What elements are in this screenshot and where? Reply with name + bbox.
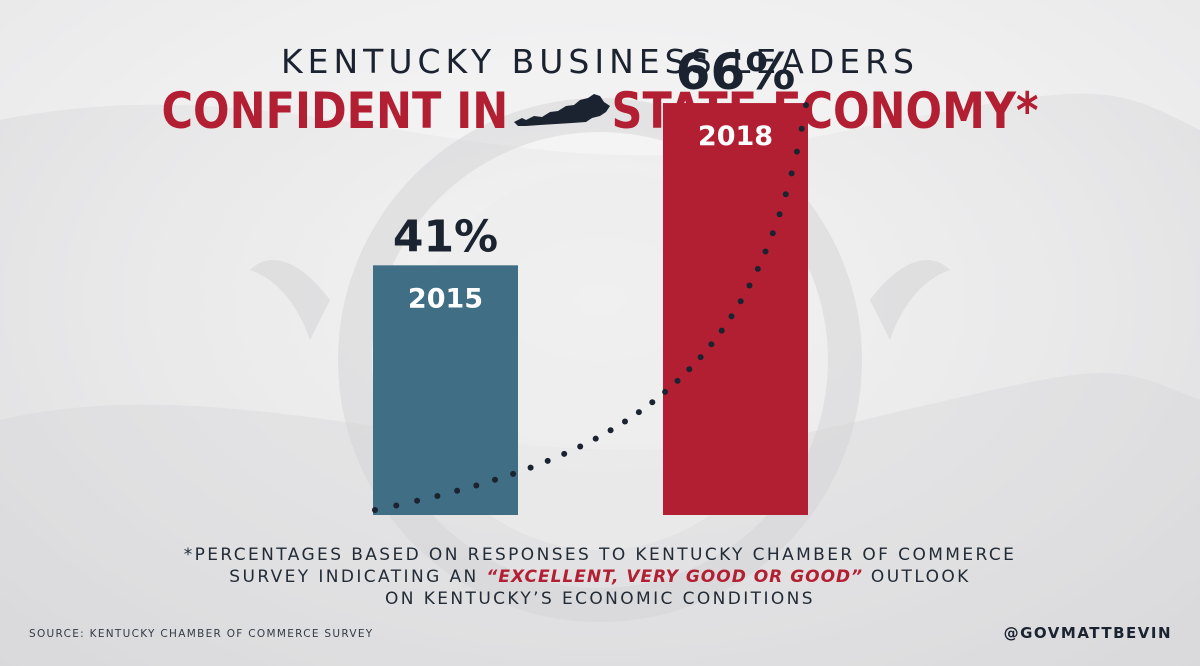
title-kentucky-business-leaders: KENTUCKY BUSINESS LEADERS xyxy=(281,42,919,81)
trend-dot xyxy=(414,497,421,504)
footnote-highlight: “EXCELLENT, VERY GOOD OR GOOD” xyxy=(486,567,864,587)
bar-2018 xyxy=(663,103,808,515)
trend-dot xyxy=(527,464,534,471)
twitter-handle: @GOVMATTBEVIN xyxy=(1003,624,1172,642)
chart-labels: 2015 41% 2018 66% xyxy=(393,43,796,314)
trend-dot xyxy=(697,354,704,361)
trend-dot xyxy=(728,313,735,320)
trend-dot xyxy=(544,457,551,464)
trend-dot xyxy=(718,327,725,334)
category-label-2018: 2018 xyxy=(698,121,773,152)
trend-dot xyxy=(662,388,669,395)
trend-dot xyxy=(561,450,568,457)
trend-dot xyxy=(782,191,789,198)
trend-dot xyxy=(762,248,769,255)
category-label-2015: 2015 xyxy=(408,283,483,314)
trend-dot xyxy=(708,341,715,348)
footnote: *PERCENTAGES BASED ON RESPONSES TO KENTU… xyxy=(0,544,1200,610)
trend-dot xyxy=(372,507,378,513)
kentucky-state-icon xyxy=(514,94,610,126)
footnote-line-2-pre: SURVEY INDICATING AN xyxy=(229,567,487,587)
trend-dot xyxy=(592,435,599,442)
trend-dot xyxy=(607,427,614,434)
trend-dot xyxy=(393,502,400,509)
main-title: CONFIDENT IN STATE ECONOMY* xyxy=(84,82,1116,140)
bar-2015 xyxy=(373,265,518,515)
trend-dot xyxy=(803,102,809,109)
title-main-left: CONFIDENT IN xyxy=(161,82,509,140)
footnote-line-1: *PERCENTAGES BASED ON RESPONSES TO KENTU… xyxy=(183,545,1017,565)
trend-dot xyxy=(788,170,795,177)
trend-dot xyxy=(434,493,441,499)
trend-dot xyxy=(454,487,461,494)
trend-dot xyxy=(793,148,800,155)
trend-dot xyxy=(649,399,656,406)
trend-dot xyxy=(776,211,783,218)
trend-dot xyxy=(622,418,628,425)
trend-dot xyxy=(635,409,642,416)
trend-dot xyxy=(473,482,480,489)
trend-dot xyxy=(798,125,805,132)
trend-dot xyxy=(686,366,693,373)
trend-dot xyxy=(769,230,776,237)
footnote-line-2: SURVEY INDICATING AN “EXCELLENT, VERY GO… xyxy=(0,566,1200,588)
chart-bars xyxy=(373,103,808,515)
trend-dotted-curve xyxy=(372,102,809,513)
trend-dot xyxy=(674,377,681,384)
trend-dot xyxy=(746,282,753,289)
value-label-2018: 66% xyxy=(676,43,796,101)
trend-dot xyxy=(754,265,761,272)
trend-dot xyxy=(577,443,584,450)
source-credit: SOURCE: KENTUCKY CHAMBER OF COMMERCE SUR… xyxy=(29,628,374,640)
footnote-line-2-post: OUTLOOK xyxy=(863,567,971,587)
value-label-2015: 41% xyxy=(393,211,498,262)
trend-dot xyxy=(492,476,498,483)
trend-dot xyxy=(737,298,744,305)
footnote-line-3: ON KENTUCKY’S ECONOMIC CONDITIONS xyxy=(385,589,815,609)
trend-dot xyxy=(510,470,517,477)
